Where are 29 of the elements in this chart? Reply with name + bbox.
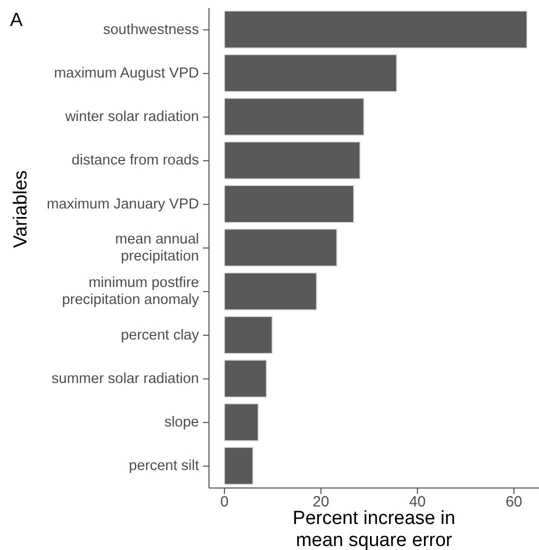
x-tick-label: 20 (312, 494, 330, 511)
bar (224, 360, 267, 398)
y-tick-label: slope (164, 414, 199, 431)
x-tick-label: 0 (220, 494, 229, 511)
bar (224, 141, 361, 180)
bar (224, 228, 338, 267)
y-tick-label: southwestness (103, 22, 199, 38)
y-tick-label: minimum postfire precipitation anomaly (62, 275, 200, 308)
text: A (10, 10, 23, 32)
x-axis-title: Percent increase in mean square error (292, 508, 456, 550)
y-tick-label: summer solar radiation (52, 370, 199, 387)
bar (224, 316, 273, 354)
bar (224, 403, 259, 442)
y-tick-label: maximum August VPD (54, 65, 199, 82)
bar (224, 54, 398, 92)
y-tick-label: percent clay (120, 327, 200, 344)
x-tick-label: 40 (409, 494, 426, 511)
y-tick-label: percent silt (128, 458, 199, 474)
x-tick-label: 60 (506, 494, 522, 511)
y-axis-title: Variables (10, 170, 32, 248)
bar (224, 185, 354, 224)
bar (224, 446, 254, 485)
y-tick-label: mean annual precipitation (115, 232, 199, 264)
bar (224, 98, 364, 136)
y-tick-label: distance from roads (72, 152, 199, 169)
y-tick-label: winter solar radiation (64, 109, 199, 126)
y-tick-label: maximum January VPD (46, 196, 199, 212)
bar (224, 10, 528, 48)
bar (224, 272, 318, 310)
